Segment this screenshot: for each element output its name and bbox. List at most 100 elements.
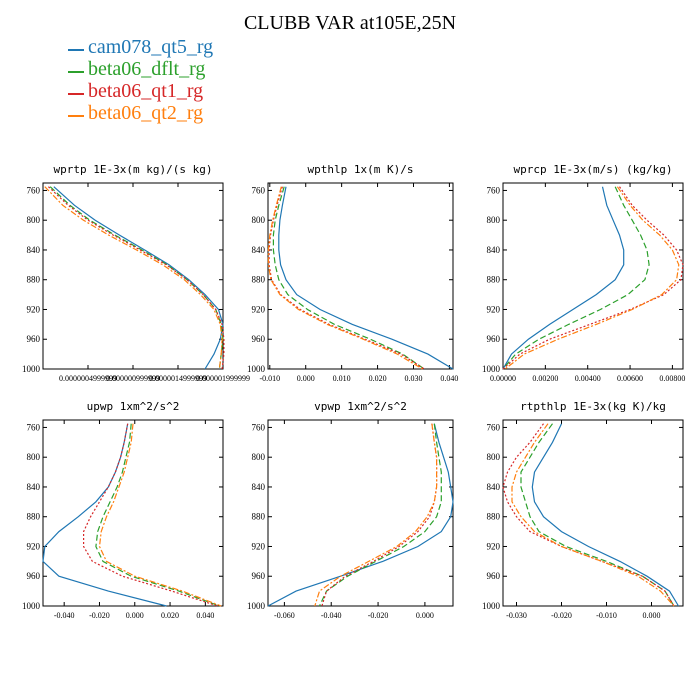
legend-label: beta06_dflt_rg xyxy=(88,58,206,80)
x-tick-label: 0.000 xyxy=(643,611,661,620)
y-tick-label: 880 xyxy=(252,512,266,522)
series-line-beta06_qt1_rg xyxy=(502,186,684,370)
series-line-cam078_qt5_rg xyxy=(42,423,167,607)
series-line-beta06_dflt_rg xyxy=(49,186,224,370)
y-tick-label: 760 xyxy=(487,185,501,195)
legend-swatch xyxy=(68,93,84,95)
x-tick-label: -0.040 xyxy=(321,611,342,620)
x-tick-label: 0.040 xyxy=(440,374,458,383)
plot-frame xyxy=(267,419,454,607)
y-tick-label: 800 xyxy=(487,452,501,462)
y-tick-label: 760 xyxy=(27,185,41,195)
x-tick-label: 0.040 xyxy=(196,611,214,620)
y-tick-label: 920 xyxy=(252,541,266,551)
series-line-beta06_dflt_rg xyxy=(272,186,425,370)
x-tick-label: 0.000 xyxy=(126,611,144,620)
series-line-beta06_dflt_rg xyxy=(318,423,442,607)
series-line-beta06_qt1_rg xyxy=(82,423,218,607)
y-tick-label: 840 xyxy=(252,245,266,255)
x-tick-label: 0.0000014999999 xyxy=(149,374,207,383)
legend-swatch xyxy=(68,115,84,117)
y-tick-label: 920 xyxy=(252,304,266,314)
y-tick-label: 960 xyxy=(252,571,266,581)
y-tick-label: 880 xyxy=(487,275,501,285)
panel-title: rtpthlp 1E-3x(kg K)/kg xyxy=(520,400,666,413)
series-line-beta06_qt1_rg xyxy=(47,186,225,370)
panel-title: wpthlp 1x(m K)/s xyxy=(308,163,414,176)
y-tick-label: 800 xyxy=(252,452,266,462)
y-tick-label: 1000 xyxy=(247,601,266,611)
y-tick-label: 1000 xyxy=(482,364,501,374)
y-tick-label: 760 xyxy=(27,422,41,432)
series-line-beta06_qt1_rg xyxy=(268,186,425,370)
series-line-cam078_qt5_rg xyxy=(278,186,454,370)
y-tick-label: 920 xyxy=(27,541,41,551)
x-tick-label: 0.020 xyxy=(369,374,387,383)
plot-frame xyxy=(267,182,454,370)
y-tick-label: 840 xyxy=(487,245,501,255)
x-tick-label: 0.00000 xyxy=(490,374,516,383)
panel-title: vpwp 1xm^2/s^2 xyxy=(314,400,407,413)
y-tick-label: 840 xyxy=(252,482,266,492)
plot-frame xyxy=(502,182,684,370)
plot-frame xyxy=(502,419,684,607)
series-line-cam078_qt5_rg xyxy=(531,423,680,607)
x-tick-label: 0.010 xyxy=(333,374,351,383)
series-line-beta06_qt1_rg xyxy=(502,423,675,607)
y-tick-label: 960 xyxy=(27,571,41,581)
legend-swatch xyxy=(68,71,84,73)
x-tick-label: 0.00800 xyxy=(659,374,685,383)
y-tick-label: 920 xyxy=(27,304,41,314)
y-tick-label: 760 xyxy=(487,422,501,432)
x-tick-label: 0.000 xyxy=(297,374,315,383)
y-tick-label: 960 xyxy=(252,334,266,344)
y-tick-label: 800 xyxy=(252,215,266,225)
x-tick-label: 0.020 xyxy=(161,611,179,620)
legend-label: cam078_qt5_rg xyxy=(88,36,214,58)
plot-frame xyxy=(42,419,224,607)
panel-title: upwp 1xm^2/s^2 xyxy=(87,400,180,413)
series-line-beta06_qt2_rg xyxy=(504,186,680,370)
x-tick-label: 0.000000999999 xyxy=(106,374,160,383)
y-tick-label: 920 xyxy=(487,304,501,314)
legend-label: beta06_qt2_rg xyxy=(88,102,204,124)
y-tick-label: 800 xyxy=(27,215,41,225)
series-line-beta06_dflt_rg xyxy=(502,186,650,370)
legend-label: beta06_qt1_rg xyxy=(88,80,204,102)
y-tick-label: 760 xyxy=(252,422,266,432)
panel-title: wprcp 1E-3x(m/s) (kg/kg) xyxy=(514,163,673,176)
legend-swatch xyxy=(68,49,84,51)
x-tick-label: -0.030 xyxy=(506,611,527,620)
x-tick-label: -0.020 xyxy=(551,611,572,620)
x-tick-label: -0.060 xyxy=(274,611,295,620)
x-tick-label: 0.030 xyxy=(404,374,422,383)
y-tick-label: 880 xyxy=(27,275,41,285)
y-tick-label: 920 xyxy=(487,541,501,551)
x-tick-label: -0.010 xyxy=(259,374,280,383)
y-tick-label: 880 xyxy=(27,512,41,522)
y-tick-label: 760 xyxy=(252,185,266,195)
series-line-beta06_dflt_rg xyxy=(520,423,675,607)
series-line-beta06_qt2_rg xyxy=(511,423,675,607)
series-line-beta06_dflt_rg xyxy=(95,423,220,607)
x-tick-label: -0.010 xyxy=(596,611,617,620)
y-tick-label: 840 xyxy=(27,245,41,255)
y-tick-label: 840 xyxy=(487,482,501,492)
figure-title: CLUBB VAR at105E,25N xyxy=(243,12,457,34)
y-tick-label: 880 xyxy=(487,512,501,522)
panel-title: wprtp 1E-3x(m kg)/(s kg) xyxy=(54,163,213,176)
x-tick-label: 0.0000004999999 xyxy=(59,374,117,383)
plot-frame xyxy=(42,182,224,370)
series-line-beta06_qt2_rg xyxy=(44,186,223,370)
y-tick-label: 960 xyxy=(27,334,41,344)
x-tick-label: 0.00400 xyxy=(575,374,601,383)
x-tick-label: 0.000001999999 xyxy=(196,374,250,383)
series-line-cam078_qt5_rg xyxy=(502,186,625,370)
y-tick-label: 1000 xyxy=(22,601,41,611)
series-line-beta06_qt2_rg xyxy=(267,186,423,370)
y-tick-label: 840 xyxy=(27,482,41,492)
y-tick-label: 960 xyxy=(487,334,501,344)
x-tick-label: 0.000 xyxy=(416,611,434,620)
y-tick-label: 800 xyxy=(487,215,501,225)
